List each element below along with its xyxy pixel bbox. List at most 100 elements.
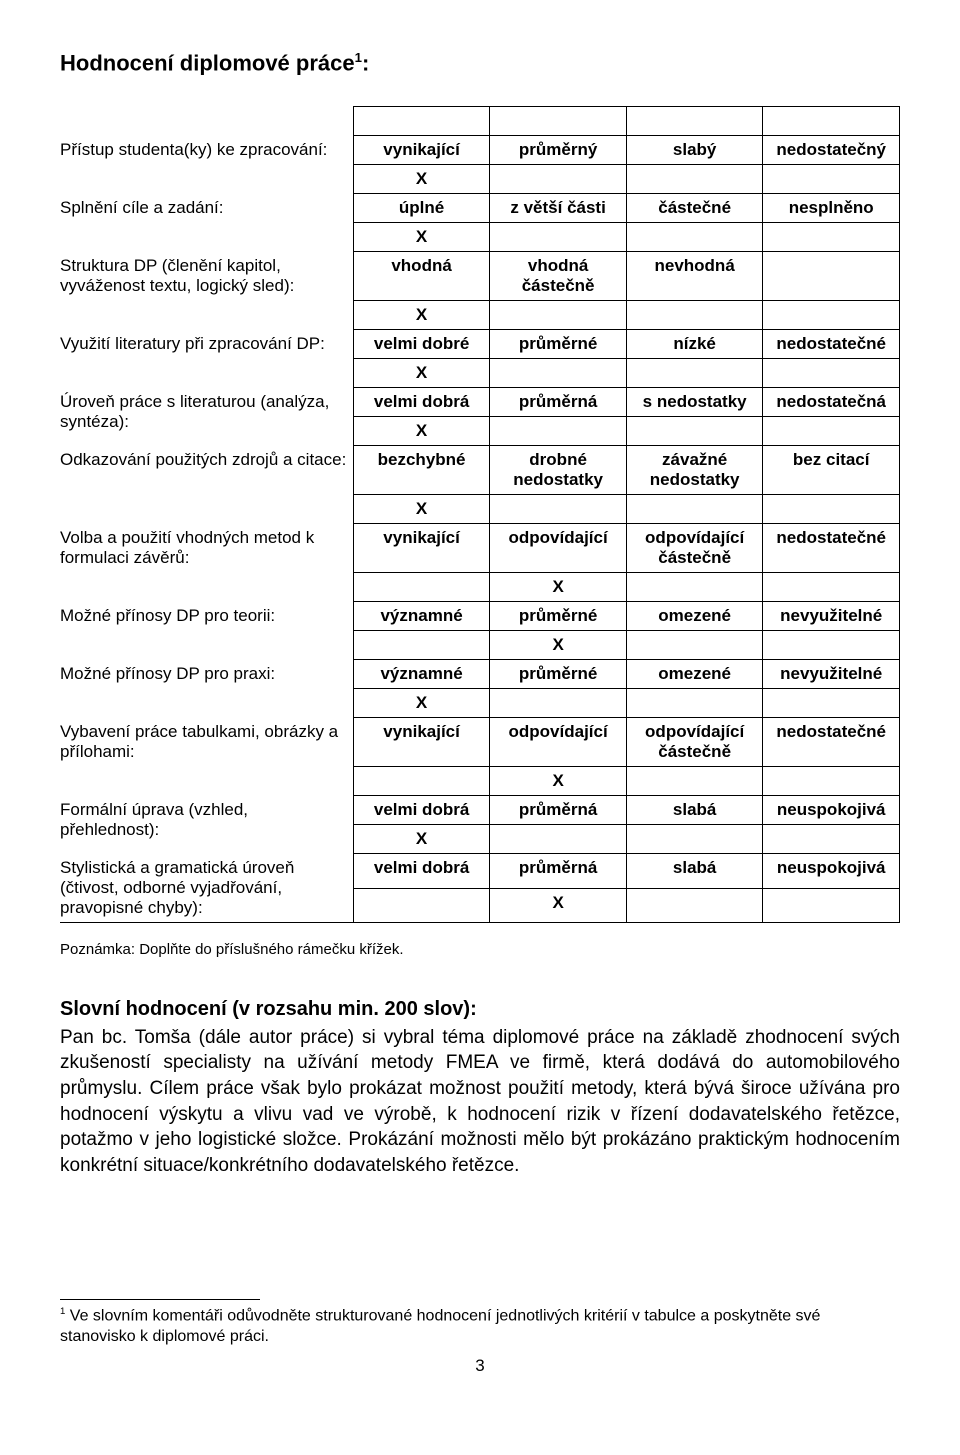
selected-mark: X (490, 573, 627, 602)
option-header: průměrná (490, 796, 627, 825)
option-header: vhodná částečně (490, 252, 627, 301)
option-cell (626, 165, 763, 194)
title-text: Hodnocení diplomové práce (60, 50, 355, 75)
option-header: slabá (626, 796, 763, 825)
option-header: velmi dobré (353, 330, 490, 359)
option-header: průměrné (490, 660, 627, 689)
selected-mark: X (490, 767, 627, 796)
option-cell (490, 301, 627, 330)
option-cell (763, 223, 900, 252)
option-header: z větší části (490, 194, 627, 223)
criterion-label: Možné přínosy DP pro teorii: (60, 602, 353, 660)
option-cell (763, 417, 900, 446)
evaluation-table: Přístup studenta(ky) ke zpracování:vynik… (60, 106, 900, 923)
option-cell (626, 689, 763, 718)
selected-mark: X (353, 301, 490, 330)
option-header: průměrný (490, 136, 627, 165)
option-header: vynikající (353, 718, 490, 767)
option-header: odpovídající částečně (626, 718, 763, 767)
option-header: nevyužitelné (763, 660, 900, 689)
option-header: vhodná (353, 252, 490, 301)
page-number: 3 (60, 1356, 900, 1376)
option-header: nedostatečné (763, 718, 900, 767)
criterion-label: Využití literatury při zpracování DP: (60, 330, 353, 388)
option-header: s nedostatky (626, 388, 763, 417)
option-header: nesplněno (763, 194, 900, 223)
option-header: velmi dobrá (353, 388, 490, 417)
option-header: významné (353, 602, 490, 631)
option-cell (490, 223, 627, 252)
option-header: drobné nedostatky (490, 446, 627, 495)
option-cell (353, 888, 490, 922)
option-cell (763, 301, 900, 330)
selected-mark: X (353, 689, 490, 718)
criterion-spacer (60, 107, 353, 136)
title-suffix: : (362, 50, 369, 75)
footnote-text: Ve slovním komentáři odůvodněte struktur… (60, 1307, 820, 1345)
option-cell (763, 631, 900, 660)
option-cell (626, 495, 763, 524)
option-cell (490, 165, 627, 194)
selected-mark: X (353, 223, 490, 252)
option-header: neuspokojivá (763, 854, 900, 888)
option-header: závažné nedostatky (626, 446, 763, 495)
option-cell (626, 888, 763, 922)
option-cell (490, 359, 627, 388)
option-header: nedostatečný (763, 136, 900, 165)
option-spacer (763, 107, 900, 136)
section-heading: Slovní hodnocení (v rozsahu min. 200 slo… (60, 998, 900, 1021)
option-header: průměrné (490, 602, 627, 631)
option-header: slabá (626, 854, 763, 888)
option-header: omezené (626, 602, 763, 631)
option-header: nedostatečné (763, 524, 900, 573)
criterion-label: Odkazování použitých zdrojů a citace: (60, 446, 353, 524)
option-cell (626, 573, 763, 602)
option-header: nevyužitelné (763, 602, 900, 631)
table-note: Poznámka: Doplňte do příslušného rámečku… (60, 941, 900, 958)
selected-mark: X (353, 417, 490, 446)
option-cell (763, 888, 900, 922)
option-cell (763, 165, 900, 194)
option-header: vynikající (353, 136, 490, 165)
option-header: slabý (626, 136, 763, 165)
option-header: nedostatečná (763, 388, 900, 417)
option-spacer (626, 107, 763, 136)
option-cell (626, 417, 763, 446)
option-cell (763, 359, 900, 388)
option-spacer (490, 107, 627, 136)
option-header: odpovídající (490, 718, 627, 767)
option-header: odpovídající částečně (626, 524, 763, 573)
option-cell (490, 417, 627, 446)
criterion-label: Formální úprava (vzhled, přehlednost): (60, 796, 353, 854)
option-cell (490, 825, 627, 854)
option-header: vynikající (353, 524, 490, 573)
option-cell (763, 825, 900, 854)
option-cell (763, 495, 900, 524)
option-cell (763, 689, 900, 718)
option-cell (626, 825, 763, 854)
option-header: omezené (626, 660, 763, 689)
criterion-label: Stylistická a gramatická úroveň (čtivost… (60, 854, 353, 923)
option-header: nevhodná (626, 252, 763, 301)
footnote: 1 Ve slovním komentáři odůvodněte strukt… (60, 1306, 900, 1348)
option-cell (626, 631, 763, 660)
criterion-label: Volba a použití vhodných metod k formula… (60, 524, 353, 602)
criterion-label: Splnění cíle a zadání: (60, 194, 353, 252)
option-cell (763, 767, 900, 796)
option-header: odpovídající (490, 524, 627, 573)
option-header: bez citací (763, 446, 900, 495)
criterion-label: Možné přínosy DP pro praxi: (60, 660, 353, 718)
selected-mark: X (490, 888, 627, 922)
option-header: úplné (353, 194, 490, 223)
option-header: neuspokojivá (763, 796, 900, 825)
option-header: nízké (626, 330, 763, 359)
criterion-label: Přístup studenta(ky) ke zpracování: (60, 136, 353, 194)
option-header (763, 252, 900, 301)
option-header: průměrná (490, 388, 627, 417)
option-header: velmi dobrá (353, 854, 490, 888)
option-cell (626, 223, 763, 252)
option-header: nedostatečné (763, 330, 900, 359)
footnote-mark: 1 (60, 1306, 65, 1317)
option-header: částečné (626, 194, 763, 223)
option-header: významné (353, 660, 490, 689)
